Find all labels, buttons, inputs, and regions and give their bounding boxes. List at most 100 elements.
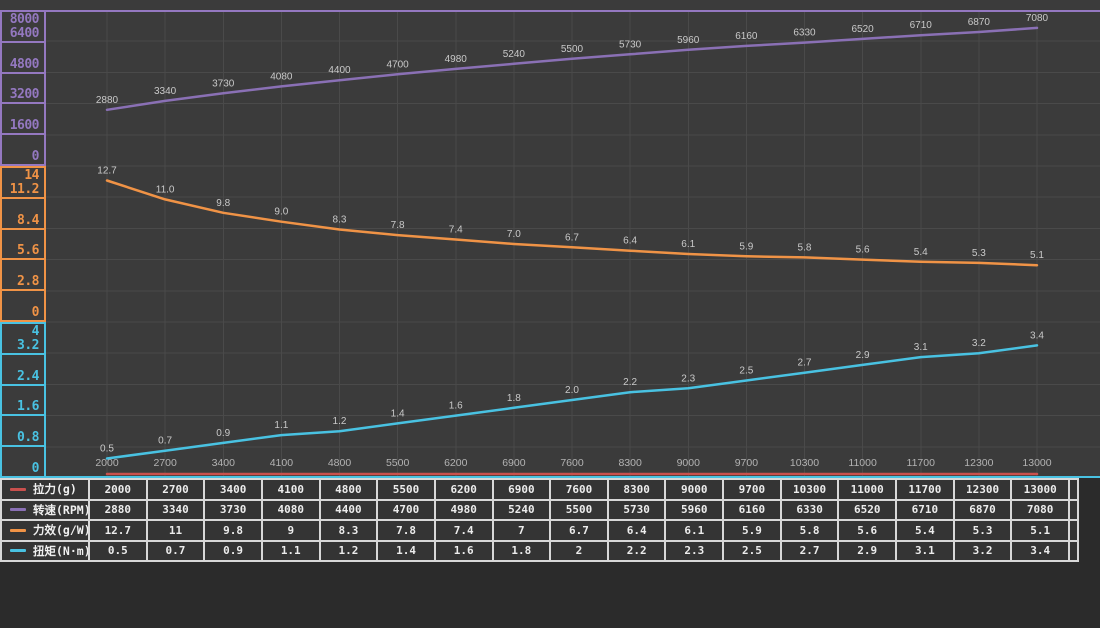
series-color-dash-icon — [10, 528, 26, 532]
legend-label: 转速(RPM) — [33, 502, 88, 517]
axis-tick-label: 8.4 — [17, 212, 39, 228]
point-label: 12.7 — [97, 166, 117, 177]
table-cell: 2.9 — [839, 541, 896, 560]
legend-label: 扭矩(N·m) — [33, 543, 88, 558]
table-cell: 8300 — [608, 480, 665, 499]
x-axis-label: 6900 — [502, 457, 526, 469]
point-label: 5730 — [619, 39, 642, 50]
table-cell: 3340 — [147, 500, 204, 519]
point-label: 2.9 — [856, 350, 870, 361]
table-cell: 5500 — [378, 480, 434, 499]
axis-tick-label: 5.6 — [17, 243, 39, 259]
table-cell: 9 — [262, 521, 319, 540]
legend-cell: 转速(RPM) — [2, 500, 88, 519]
table-cell: 5.3 — [954, 521, 1011, 540]
point-label: 6710 — [910, 20, 933, 31]
legend-cell: 力效(g/W) — [2, 521, 88, 540]
table-cell: 2000 — [90, 480, 146, 499]
series-line-2 — [105, 179, 1039, 267]
table-cell: 6.1 — [666, 521, 723, 540]
table-cell: 4100 — [262, 480, 319, 499]
axis-tick-label: 3.2 — [17, 338, 39, 354]
x-axis-label: 8300 — [618, 457, 642, 469]
table-cell: 5730 — [608, 500, 665, 519]
point-label: 3.1 — [914, 342, 928, 353]
table-cell: 3.1 — [897, 541, 953, 560]
point-label: 1.4 — [391, 408, 405, 419]
table-cell: 3400 — [205, 480, 261, 499]
x-axis-label: 12300 — [964, 457, 993, 469]
table-cell: 4980 — [435, 500, 492, 519]
axis-tick-label: 4 — [31, 324, 40, 339]
table-cell: 5.8 — [781, 521, 838, 540]
axis-segment-line — [2, 258, 44, 261]
x-axis-label: 3400 — [212, 457, 236, 469]
point-label: 5500 — [561, 44, 584, 55]
table-cell: 4080 — [262, 500, 319, 519]
axis-segment-line — [2, 288, 44, 291]
point-label: 6.1 — [681, 239, 695, 250]
axis-tick-label: 11.2 — [9, 182, 40, 198]
point-label: 9.0 — [274, 207, 288, 218]
x-axis-label: 2000 — [95, 457, 119, 469]
table-cell: 7 — [493, 521, 550, 540]
table-cell: 5.6 — [839, 521, 896, 540]
point-label: 6520 — [852, 24, 875, 35]
legend-cell: 拉力(g) — [2, 480, 88, 499]
table-cell: 8.3 — [320, 521, 377, 540]
point-label: 2.2 — [623, 377, 637, 388]
point-label: 3.4 — [1030, 330, 1044, 341]
table-cell: 3.4 — [1012, 541, 1068, 560]
point-label: 6160 — [735, 31, 758, 42]
point-label: 6.7 — [565, 232, 579, 243]
point-label: 5.8 — [798, 242, 812, 253]
table-cell: 4700 — [378, 500, 434, 519]
y-axis-efficiency: 14 11.2 8.4 5.6 2.8 0 — [0, 166, 46, 322]
table-cell: 1.8 — [493, 541, 550, 560]
gridlines — [46, 11, 1100, 477]
table-cell: 1.6 — [435, 541, 492, 560]
table-cell: 6900 — [493, 480, 550, 499]
x-axis-label: 5500 — [386, 457, 410, 469]
x-axis-label: 2700 — [153, 457, 177, 469]
series-line-3 — [105, 344, 1039, 460]
point-label: 6870 — [968, 17, 991, 28]
table-cell: 6160 — [724, 500, 780, 519]
x-axis-label: 4800 — [328, 457, 352, 469]
table-cell: 11000 — [839, 480, 896, 499]
table-cell: 5.1 — [1012, 521, 1068, 540]
table-cell: 6.4 — [608, 521, 665, 540]
table-cell: 6200 — [435, 480, 492, 499]
table-cell: 9000 — [666, 480, 723, 499]
point-label: 7.4 — [449, 225, 463, 236]
table-cell: 5500 — [551, 500, 607, 519]
table-cell: 2880 — [90, 500, 146, 519]
table-filler-cell — [1070, 500, 1077, 519]
table-cell: 7600 — [551, 480, 607, 499]
table-cell: 4800 — [320, 480, 377, 499]
table-filler-cell — [1070, 521, 1077, 540]
point-label: 4700 — [387, 59, 410, 70]
table-cell: 1.4 — [378, 541, 434, 560]
legend-cell: 扭矩(N·m) — [2, 541, 88, 560]
table-cell: 6870 — [954, 500, 1011, 519]
table-cell: 1.2 — [320, 541, 377, 560]
point-label: 11.0 — [156, 184, 175, 195]
table-cell: 11 — [147, 521, 204, 540]
point-label: 1.6 — [449, 401, 463, 412]
axis-segment-line — [2, 132, 44, 135]
legend-label: 力效(g/W) — [33, 523, 88, 538]
point-label: 9.8 — [216, 198, 230, 209]
table-cell: 2700 — [147, 480, 204, 499]
axis-tick-label: 4800 — [9, 56, 40, 72]
point-label: 6330 — [793, 28, 816, 39]
axis-segment-line — [2, 41, 44, 44]
table-cell: 2.5 — [724, 541, 780, 560]
point-label: 5.1 — [1030, 250, 1044, 261]
point-label: 0.9 — [216, 428, 230, 439]
table-cell: 6330 — [781, 500, 838, 519]
x-axis-label: 4100 — [270, 457, 294, 469]
table-cell: 2.2 — [608, 541, 665, 560]
table-cell: 7.4 — [435, 521, 492, 540]
